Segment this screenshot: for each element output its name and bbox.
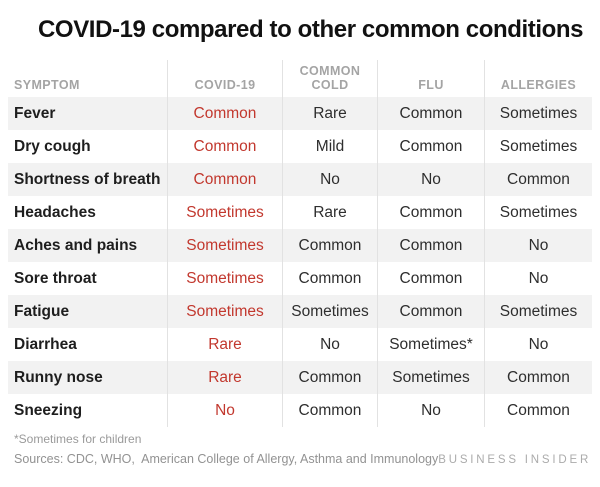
- symptom-cell: Fatigue: [8, 295, 168, 328]
- allergies-cell: Common: [507, 368, 570, 386]
- table-body: Fever Common Rare Common Sometimes Dry cough C…: [8, 97, 592, 427]
- flu-cell: Common: [378, 229, 485, 262]
- table-row: Headaches Sometimes Rare Common Sometimes: [8, 196, 592, 229]
- brand-wordmark: BUSINESS INSIDER: [438, 454, 592, 466]
- common-cold-cell: Common: [283, 361, 378, 394]
- common-cold-cell: Common: [283, 262, 378, 295]
- covid19-cell: Rare: [168, 328, 283, 361]
- footnote: *Sometimes for children: [14, 432, 142, 446]
- common-cold-cell: Mild: [283, 130, 378, 163]
- allergies-cell: Common: [507, 401, 570, 419]
- table-row: Shortness of breath Common No No Common: [8, 163, 592, 196]
- table-row: Dry cough Common Mild Common Sometimes: [8, 130, 592, 163]
- sources-text: Sources: CDC, WHO, American College of A…: [14, 452, 439, 466]
- covid19-cell: Sometimes: [168, 229, 283, 262]
- flu-cell: Common: [378, 130, 485, 163]
- symptom-cell: Shortness of breath: [8, 163, 168, 196]
- column-header-covid19: COVID-19: [168, 60, 283, 97]
- common-cold-cell: No: [283, 328, 378, 361]
- allergies-cell: No: [528, 335, 549, 353]
- covid19-cell: Common: [168, 97, 283, 130]
- symptom-cell: Sneezing: [8, 394, 168, 427]
- table-row: Sneezing No Common No Common: [8, 394, 592, 427]
- covid19-cell: Common: [168, 130, 283, 163]
- allergies-cell: Sometimes: [499, 104, 578, 122]
- common-cold-cell: Common: [283, 394, 378, 427]
- column-header-allergies: ALLERGIES: [500, 78, 577, 92]
- column-header-common-cold: COMMON COLD: [283, 60, 378, 97]
- covid19-cell: Common: [168, 163, 283, 196]
- column-header-symptom: SYMPTOM: [8, 60, 168, 97]
- flu-cell: Common: [378, 295, 485, 328]
- allergies-cell: No: [528, 269, 549, 287]
- symptom-cell: Aches and pains: [8, 229, 168, 262]
- footer: Sources: CDC, WHO, American College of A…: [14, 452, 590, 466]
- comparison-table: SYMPTOM COVID-19 COMMON COLD FLU ALLERGI…: [8, 60, 592, 427]
- table-header-row: SYMPTOM COVID-19 COMMON COLD FLU ALLERGI…: [8, 60, 592, 97]
- flu-cell: No: [378, 394, 485, 427]
- table-row: Sore throat Sometimes Common Common No: [8, 262, 592, 295]
- common-cold-cell: No: [283, 163, 378, 196]
- flu-cell: No: [378, 163, 485, 196]
- table-row: Runny nose Rare Common Sometimes Common: [8, 361, 592, 394]
- symptom-cell: Runny nose: [8, 361, 168, 394]
- symptom-cell: Dry cough: [8, 130, 168, 163]
- common-cold-cell: Rare: [283, 97, 378, 130]
- flu-cell: Common: [378, 97, 485, 130]
- flu-cell: Sometimes: [378, 361, 485, 394]
- page-title: COVID-19 compared to other common condit…: [38, 16, 584, 43]
- covid19-cell: Sometimes: [168, 262, 283, 295]
- symptom-cell: Sore throat: [8, 262, 168, 295]
- flu-cell: Common: [378, 196, 485, 229]
- common-cold-cell: Rare: [283, 196, 378, 229]
- covid19-cell: Sometimes: [168, 295, 283, 328]
- allergies-cell: Sometimes: [499, 203, 578, 221]
- covid19-cell: No: [168, 394, 283, 427]
- covid19-cell: Rare: [168, 361, 283, 394]
- column-header-flu: FLU: [378, 60, 485, 97]
- covid19-cell: Sometimes: [168, 196, 283, 229]
- symptom-cell: Diarrhea: [8, 328, 168, 361]
- table-row: Diarrhea Rare No Sometimes* No: [8, 328, 592, 361]
- allergies-cell: Common: [507, 170, 570, 188]
- table-row: Fatigue Sometimes Sometimes Common Sometimes: [8, 295, 592, 328]
- flu-cell: Sometimes*: [378, 328, 485, 361]
- common-cold-cell: Common: [283, 229, 378, 262]
- flu-cell: Common: [378, 262, 485, 295]
- table-row: Aches and pains Sometimes Common Common No: [8, 229, 592, 262]
- symptom-cell: Headaches: [8, 196, 168, 229]
- symptom-cell: Fever: [8, 97, 168, 130]
- allergies-cell: No: [528, 236, 549, 254]
- allergies-cell: Sometimes: [499, 137, 578, 155]
- allergies-cell: Sometimes: [499, 302, 578, 320]
- common-cold-cell: Sometimes: [283, 295, 378, 328]
- table-row: Fever Common Rare Common Sometimes: [8, 97, 592, 130]
